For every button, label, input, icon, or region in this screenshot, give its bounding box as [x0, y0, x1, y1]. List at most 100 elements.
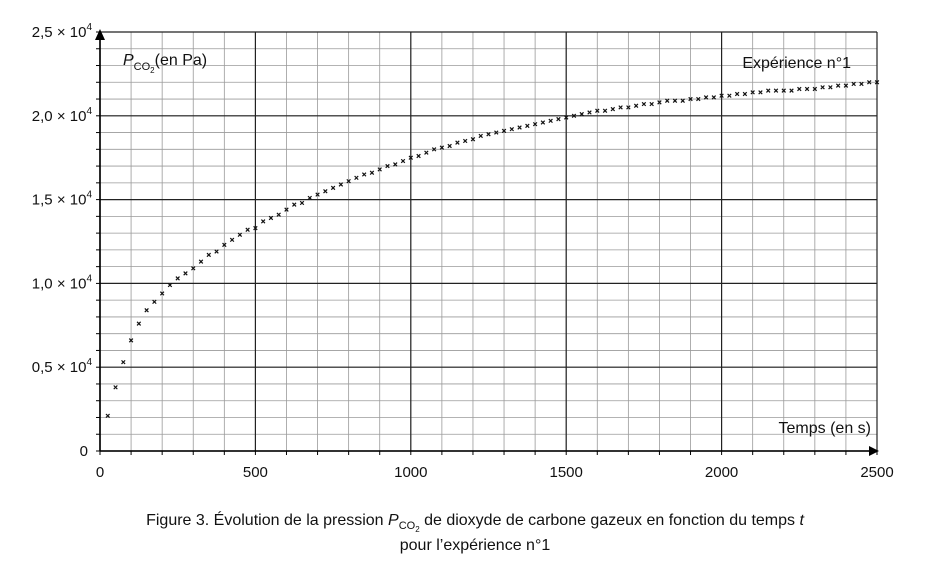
data-point-stroke: [525, 123, 530, 129]
data-point-stroke: [688, 96, 693, 102]
x-axis-arrow: [869, 446, 879, 456]
data-point: [299, 200, 305, 206]
data-point-stroke: [393, 162, 398, 167]
y-tick-label-mantissa: 2,5 × 10: [32, 24, 87, 41]
data-point: [354, 175, 359, 181]
data-point: [439, 145, 445, 150]
data-point-stroke: [470, 137, 476, 142]
data-point-stroke: [773, 88, 779, 93]
data-point: [789, 88, 794, 93]
data-point-stroke: [361, 172, 367, 177]
y-tick-label: 2,0 × 104: [32, 106, 93, 125]
data-point: [517, 125, 522, 130]
y-tick-label-exponent: 4: [86, 106, 92, 117]
data-point-stroke: [260, 219, 266, 224]
data-point-stroke: [455, 140, 460, 145]
data-point: [773, 88, 779, 93]
data-point-stroke: [517, 125, 522, 130]
data-point: [595, 108, 600, 113]
data-point: [105, 413, 110, 419]
data-point-stroke: [105, 413, 110, 419]
data-point: [820, 85, 825, 90]
y-tick-label-exponent: 4: [86, 190, 92, 201]
data-point: [346, 178, 351, 184]
data-point: [377, 167, 382, 172]
data-point-stroke: [121, 359, 126, 365]
y-tick-label-mantissa: 2,0 × 10: [32, 108, 87, 125]
y-axis-label-symbol: P: [123, 52, 134, 69]
data-point: [478, 133, 483, 139]
data-point: [540, 120, 546, 125]
data-point-stroke: [711, 95, 717, 100]
axis-layer: [95, 29, 879, 456]
data-point: [307, 195, 313, 201]
data-point: [874, 80, 880, 85]
data-point-stroke: [843, 83, 849, 88]
data-point: [152, 299, 157, 305]
data-point-stroke: [851, 81, 856, 87]
data-point-stroke: [540, 120, 546, 125]
data-point-stroke: [113, 385, 118, 390]
data-point-stroke: [556, 116, 561, 122]
caption-time-symbol: t: [799, 512, 804, 529]
data-point: [719, 93, 724, 98]
data-point-stroke: [781, 88, 786, 93]
data-point-stroke: [804, 86, 810, 92]
data-point: [167, 282, 173, 288]
y-tick-label-exponent: 4: [86, 357, 92, 368]
data-point: [191, 266, 196, 271]
data-point-stroke: [789, 88, 794, 93]
data-point: [276, 212, 281, 217]
x-axis-label: Temps (en s): [779, 420, 871, 437]
data-point: [664, 98, 670, 103]
data-point-stroke: [462, 138, 468, 144]
x-tick-label: 2500: [860, 464, 893, 481]
data-point-stroke: [548, 118, 553, 124]
data-point: [641, 101, 647, 107]
data-point-stroke: [206, 252, 212, 258]
data-point: [144, 307, 149, 313]
y-axis-label-subscript-2: 2: [150, 66, 155, 75]
y-axis-label: PCO2(en Pa): [123, 52, 207, 75]
data-point-stroke: [385, 163, 390, 169]
data-point-stroke: [618, 105, 623, 110]
data-point-stroke: [338, 182, 344, 187]
data-point-stroke: [765, 88, 771, 93]
data-point-stroke: [812, 86, 818, 92]
data-point: [843, 83, 849, 88]
data-point-stroke: [167, 282, 173, 288]
data-point-stroke: [835, 83, 841, 88]
data-point: [159, 291, 165, 296]
data-point-stroke: [292, 202, 297, 207]
data-point: [486, 132, 491, 137]
data-point-stroke: [152, 299, 157, 305]
data-point: [851, 81, 856, 87]
data-point-stroke: [602, 108, 608, 113]
data-point: [385, 163, 390, 169]
data-point: [292, 202, 297, 207]
data-point: [121, 359, 126, 365]
data-point-stroke: [563, 115, 569, 120]
data-point-stroke: [424, 150, 429, 155]
data-point-stroke: [486, 132, 491, 137]
figure-caption-line-1: Figure 3. Évolution de la pression PCO2 …: [0, 510, 950, 541]
data-point-stroke: [867, 80, 872, 85]
data-point: [369, 170, 375, 176]
data-point: [859, 81, 864, 87]
y-tick-label: 0,5 × 104: [32, 357, 93, 376]
data-point: [742, 91, 748, 97]
x-tick-label: 2000: [705, 464, 738, 481]
data-point: [548, 118, 553, 124]
data-point: [556, 116, 561, 122]
data-point: [797, 86, 802, 92]
data-point: [214, 249, 219, 254]
data-point: [447, 143, 452, 149]
data-point: [571, 113, 577, 119]
data-point-stroke: [874, 80, 880, 85]
data-point: [136, 321, 142, 326]
data-point-stroke: [828, 85, 833, 90]
data-point: [416, 153, 421, 159]
